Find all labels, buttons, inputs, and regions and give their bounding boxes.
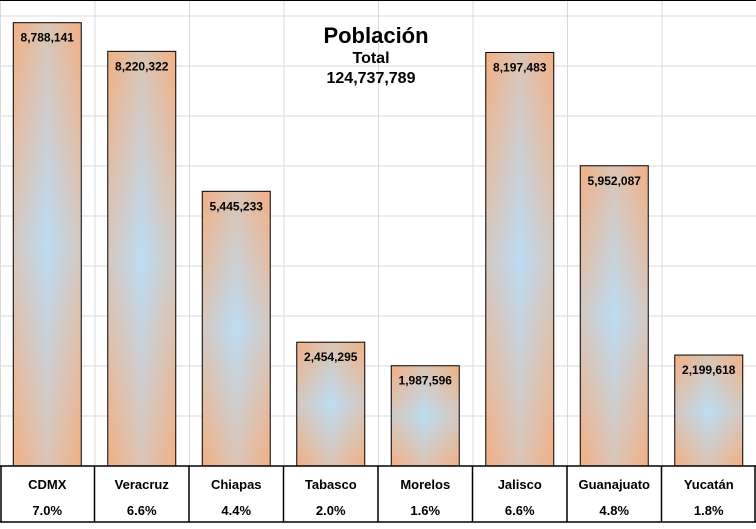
- category-label: Yucatán: [684, 477, 734, 492]
- percent-label: 7.0%: [32, 503, 62, 518]
- category-label: Chiapas: [211, 477, 262, 492]
- percent-label: 6.6%: [127, 503, 157, 518]
- chart-title: Población: [323, 23, 428, 48]
- value-labels: 8,788,141 8,220,322 5,445,233 2,454,295 1,98…: [21, 31, 736, 388]
- value-label: 8,197,483: [493, 60, 547, 74]
- value-label: 1,987,596: [399, 374, 453, 388]
- bar-morelos: [390, 365, 460, 467]
- bar-veracruz: [107, 50, 177, 467]
- percent-label: 1.8%: [694, 503, 724, 518]
- percent-label: 4.4%: [221, 503, 251, 518]
- category-label: Morelos: [400, 477, 450, 492]
- bar-tabasco: [296, 341, 366, 467]
- value-label: 5,952,087: [588, 174, 642, 188]
- value-label: 2,199,618: [682, 363, 736, 377]
- value-label: 8,788,141: [21, 31, 75, 45]
- chart-total: 124,737,789: [327, 70, 416, 87]
- percent-label: 6.6%: [505, 503, 535, 518]
- value-label: 8,220,322: [115, 59, 169, 73]
- bar-jalisco: [485, 51, 555, 467]
- category-label: Tabasco: [305, 477, 357, 492]
- bar-guanajuato: [579, 165, 649, 467]
- percent-label: 1.6%: [410, 503, 440, 518]
- category-label: Guanajuato: [578, 477, 650, 492]
- chart-subtitle: Total: [352, 50, 389, 67]
- value-label: 2,454,295: [304, 350, 358, 364]
- category-label: CDMX: [28, 477, 67, 492]
- percent-label: 2.0%: [316, 503, 346, 518]
- bars: [12, 22, 744, 467]
- bar-chiapas: [201, 190, 271, 467]
- bar-cdmx: [12, 22, 82, 467]
- category-label: Jalisco: [498, 477, 542, 492]
- category-label: Veracruz: [115, 477, 170, 492]
- value-label: 5,445,233: [210, 199, 264, 213]
- category-table: CDMX 7.0% Veracruz 6.6% Chiapas 4.4% Tabasco 2.…: [0, 465, 756, 523]
- bar-yucatán: [674, 354, 744, 467]
- percent-label: 4.8%: [599, 503, 629, 518]
